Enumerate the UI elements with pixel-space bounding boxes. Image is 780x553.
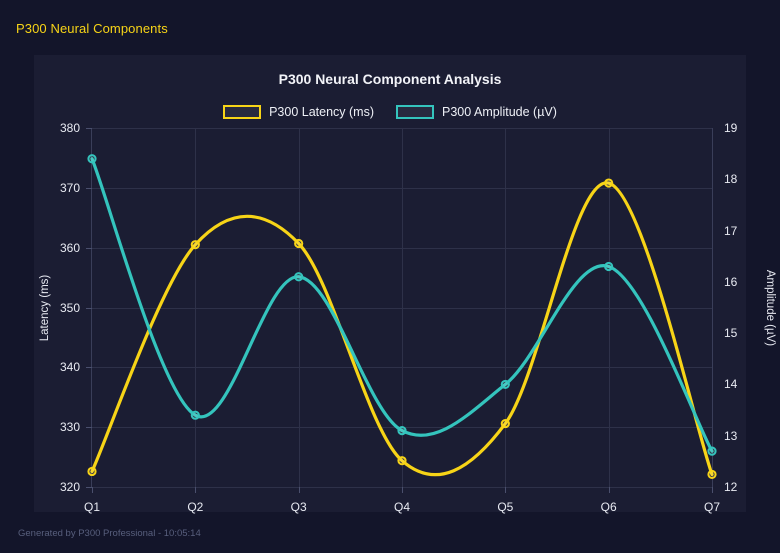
- series-layer: [87, 154, 717, 480]
- legend-item-2[interactable]: P300 Amplitude (µV): [396, 105, 557, 119]
- legend-swatch-2: [396, 105, 434, 119]
- right-axis-tick-label: 18: [724, 172, 738, 187]
- right-axis-tick-label: 14: [724, 377, 738, 392]
- data-point[interactable]: [604, 178, 614, 188]
- right-axis-line: [712, 128, 713, 487]
- data-point[interactable]: [397, 456, 407, 466]
- chart-legend: P300 Latency (ms) P300 Amplitude (µV): [34, 105, 746, 119]
- x-axis-tick: [195, 487, 197, 493]
- left-axis-tick-label: 330: [59, 420, 80, 435]
- data-point[interactable]: [707, 446, 717, 456]
- data-point[interactable]: [500, 379, 510, 390]
- x-axis-tick-label: Q2: [187, 500, 204, 514]
- left-axis-tick: [86, 487, 92, 488]
- x-axis-tick: [298, 487, 300, 493]
- x-axis-tick-label: Q5: [497, 500, 514, 514]
- data-point[interactable]: [190, 410, 200, 420]
- x-axis-tick: [402, 487, 403, 493]
- data-point[interactable]: [707, 469, 717, 480]
- right-axis-tick-label: 13: [724, 428, 738, 443]
- gridline-vertical: [608, 128, 610, 487]
- left-axis-tick-label: 340: [59, 360, 80, 375]
- gridline-vertical: [195, 128, 197, 487]
- right-axis-label: Amplitude (µV): [764, 269, 776, 346]
- left-axis-label: Latency (ms): [39, 274, 51, 341]
- left-axis-tick: [86, 247, 92, 249]
- x-axis-tick-label: Q6: [600, 500, 617, 514]
- series-1: [87, 178, 717, 480]
- page-title: P300 Neural Components: [16, 21, 168, 36]
- legend-label-1: P300 Latency (ms): [269, 105, 374, 119]
- data-point[interactable]: [87, 466, 97, 477]
- left-axis-tick: [86, 187, 92, 189]
- x-axis-tick-label: Q1: [83, 500, 101, 514]
- gridline-vertical: [505, 128, 507, 487]
- left-axis-tick-label: 370: [59, 180, 80, 195]
- footer-note: Generated by P300 Professional - 10:05:1…: [18, 528, 201, 539]
- left-axis-tick: [86, 307, 92, 309]
- gridline-vertical: [298, 128, 300, 487]
- x-axis-tick: [92, 487, 93, 493]
- data-point[interactable]: [294, 272, 304, 282]
- x-axis-tick-label: Q7: [703, 500, 721, 514]
- series-line: [90, 157, 714, 453]
- data-point[interactable]: [604, 261, 614, 272]
- data-point[interactable]: [294, 238, 304, 249]
- left-axis-tick: [86, 367, 92, 369]
- chart-title: P300 Neural Component Analysis: [278, 71, 502, 87]
- left-axis-tick-label: 350: [59, 300, 80, 315]
- legend-label-2: P300 Amplitude (µV): [442, 105, 557, 119]
- x-axis-tick-label: Q4: [393, 500, 411, 514]
- left-axis-tick-label: 320: [59, 480, 80, 494]
- left-axis-tick: [86, 427, 92, 429]
- left-axis-tick: [86, 128, 92, 129]
- right-axis-tick-label: 15: [724, 326, 738, 341]
- series-2: [87, 154, 717, 456]
- x-axis-tick: [608, 487, 610, 493]
- left-axis-tick-label: 380: [59, 121, 80, 135]
- left-axis-tick-label: 360: [59, 240, 80, 255]
- right-axis-tick-label: 19: [724, 121, 738, 135]
- plot-area: 320 330 340 350 360 370 380 12 13 14 15 16 17 18 19 Q1 Q…: [39, 121, 776, 514]
- x-axis-tick: [712, 487, 713, 493]
- series-line: [90, 181, 714, 477]
- chart-card: P300 Neural Component Analysis P300 Late…: [34, 55, 776, 514]
- data-point[interactable]: [190, 240, 200, 250]
- right-axis-tick-label: 17: [724, 223, 738, 238]
- gridline-vertical: [402, 128, 403, 487]
- data-point[interactable]: [87, 154, 97, 164]
- data-point[interactable]: [397, 425, 407, 436]
- right-axis-tick-label: 16: [724, 274, 738, 289]
- right-axis-tick-label: 12: [724, 480, 738, 494]
- data-point[interactable]: [500, 418, 510, 429]
- x-axis-tick-label: Q3: [290, 500, 307, 514]
- legend-swatch-1: [223, 105, 262, 119]
- legend-item-1[interactable]: P300 Latency (ms): [223, 105, 374, 119]
- x-axis-tick: [505, 487, 507, 493]
